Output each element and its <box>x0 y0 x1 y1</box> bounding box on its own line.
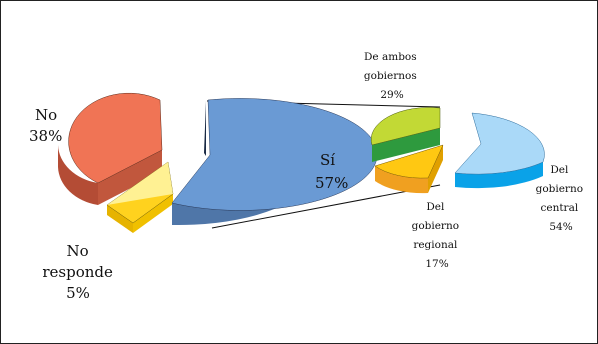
label-no-responde-value: 5% <box>66 284 90 302</box>
slice-no-responde <box>106 161 174 233</box>
label-si-name: Sí <box>320 151 335 169</box>
label-regional-line3: regional <box>413 239 458 251</box>
label-si: Sí 57% <box>315 151 348 192</box>
label-no-value: 38% <box>29 127 62 145</box>
label-ambos-line1: De ambos <box>364 51 417 63</box>
label-del-gobierno-central: Del gobierno central 54% <box>536 164 587 233</box>
slice-del-gobierno-regional <box>374 144 444 194</box>
label-no-responde-line2: responde <box>42 263 113 281</box>
label-central-line1: Del <box>550 164 569 176</box>
label-central-line2: gobierno <box>536 183 583 195</box>
label-ambos-value: 29% <box>380 89 403 101</box>
label-central-line3: central <box>540 202 578 214</box>
label-regional-line2: gobierno <box>412 220 459 232</box>
label-no: No 38% <box>29 106 62 145</box>
label-no-name: No <box>35 106 57 124</box>
slice-no <box>58 92 163 205</box>
label-regional-line1: Del <box>426 201 445 213</box>
label-de-ambos-gobiernos: De ambos gobiernos 29% <box>364 51 420 101</box>
label-central-value: 54% <box>549 221 572 233</box>
label-si-value: 57% <box>315 174 348 192</box>
label-no-responde-line1: No <box>67 242 89 260</box>
slice-del-gobierno-central <box>454 112 545 189</box>
label-regional-value: 17% <box>425 258 448 270</box>
label-no-responde: No responde 5% <box>42 242 117 302</box>
label-del-gobierno-regional: Del gobierno regional 17% <box>412 201 463 270</box>
slice-si <box>171 98 378 226</box>
slice-de-ambos-gobiernos <box>370 107 441 162</box>
label-ambos-line2: gobiernos <box>364 70 417 82</box>
connector-line-bottom <box>211 184 441 229</box>
